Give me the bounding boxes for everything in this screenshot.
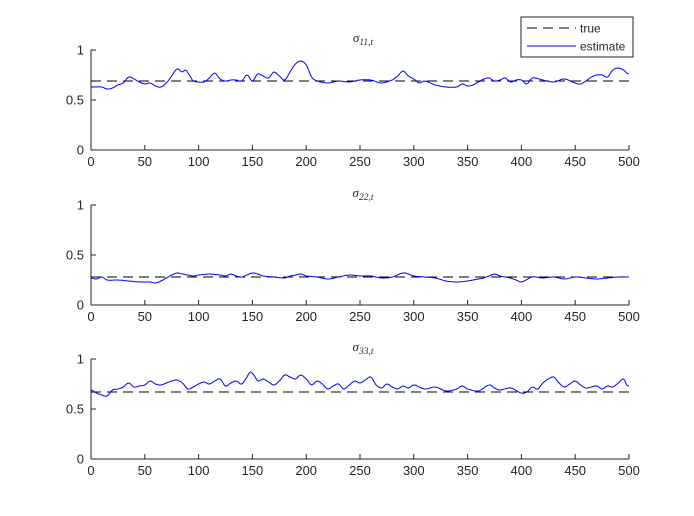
y-tick-label: 0.5 [66, 248, 84, 263]
x-tick-label: 0 [87, 154, 94, 169]
subplot-2: 0 50 100 150 200 250 300 350 400 450 500 0 0.5 1 σ22,t [66, 185, 640, 324]
x-tick-label: 450 [564, 463, 586, 478]
x-tick-label: 250 [349, 154, 371, 169]
x-tick-label: 450 [564, 154, 586, 169]
y-tick-label: 0 [77, 143, 84, 158]
estimate-line [91, 60, 630, 90]
x-tick-label: 50 [138, 309, 152, 324]
x-tick-label: 200 [295, 154, 317, 169]
x-tick-label: 350 [457, 309, 479, 324]
y-tick-label: 1 [77, 43, 84, 58]
x-tick-label: 0 [87, 309, 94, 324]
x-tick-label: 500 [618, 309, 640, 324]
x-tick-label: 100 [188, 463, 210, 478]
subplots: 0 50 100 150 200 250 300 350 400 450 50000.51σ11,t… [66, 30, 640, 478]
x-tick-label: 300 [403, 309, 425, 324]
x-tick-label: 150 [242, 463, 264, 478]
x-tick-label: 250 [349, 309, 371, 324]
x-tick-label: 300 [403, 463, 425, 478]
subplot-3: 0 50 100 150 200 250 300 350 400 450 500 0 0.5 1 σ33,t [66, 339, 640, 478]
x-tick-label: 200 [295, 463, 317, 478]
panel-1-title: σ11,t [353, 30, 374, 48]
subplot-1: 0 50 100 150 200 250 300 350 400 450 500 0 0.5 1 σ11,t [66, 30, 640, 169]
y-tick-label: 1 [77, 198, 84, 213]
x-tick-label: 50 [138, 463, 152, 478]
x-tick-label: 500 [618, 154, 640, 169]
x-tick-label: 150 [242, 154, 264, 169]
x-tick-label: 100 [188, 154, 210, 169]
estimate-line [90, 272, 629, 284]
x-tick-label: 300 [403, 154, 425, 169]
legend-box [520, 16, 634, 58]
panel-3-title: σ33,t [353, 339, 374, 357]
x-tick-label: 450 [564, 309, 586, 324]
x-tick-label: 350 [457, 154, 479, 169]
x-tick-label: 0 [87, 463, 94, 478]
panel-2-title: σ22,t [353, 185, 374, 203]
x-tick-label: 50 [138, 154, 152, 169]
x-tick-label: 350 [457, 463, 479, 478]
estimate-line [90, 371, 630, 397]
x-tick-label: 100 [188, 309, 210, 324]
x-tick-label: 500 [618, 463, 640, 478]
x-tick-label: 200 [295, 309, 317, 324]
legend-label-true: true [580, 22, 601, 36]
y-tick-label: 0.5 [66, 93, 84, 108]
legend: true estimate [520, 16, 634, 58]
y-tick-label: 1 [77, 352, 84, 367]
x-tick-label: 400 [511, 154, 533, 169]
x-tick-label: 150 [242, 309, 264, 324]
y-tick-label: 0 [77, 298, 84, 313]
y-tick-label: 0.5 [66, 402, 84, 417]
x-tick-label: 250 [349, 463, 371, 478]
x-tick-label: 400 [511, 463, 533, 478]
y-tick-label: 0 [77, 452, 84, 467]
legend-label-estimate: estimate [580, 40, 626, 54]
x-tick-label: 400 [511, 309, 533, 324]
